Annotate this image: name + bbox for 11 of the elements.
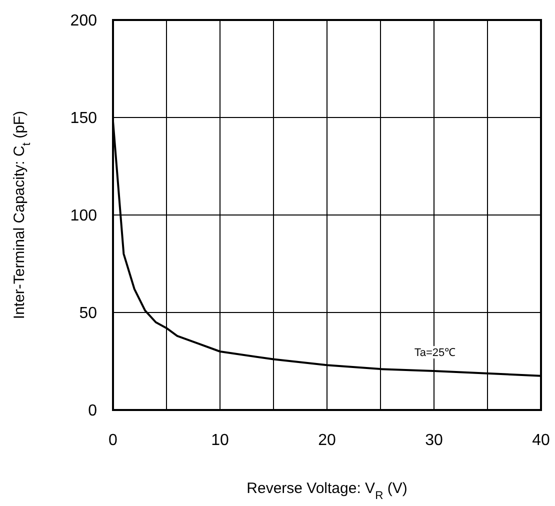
y-tick-label: 200 [70, 12, 98, 30]
x-tick-label: 0 [108, 432, 118, 449]
y-tick-label: 50 [79, 305, 98, 322]
y-tick-label: 0 [88, 402, 98, 420]
x-axis-title: Reverse Voltage: V$_{R}$ (V) [246, 480, 408, 502]
y-tick-label: 150 [70, 110, 98, 128]
x-tick-label: 20 [318, 432, 336, 449]
x-tick-label: 10 [211, 432, 229, 449]
y-tick-label: 100 [70, 208, 98, 225]
x-tick-label: 30 [425, 432, 443, 449]
x-tick-label: 40 [532, 432, 550, 449]
